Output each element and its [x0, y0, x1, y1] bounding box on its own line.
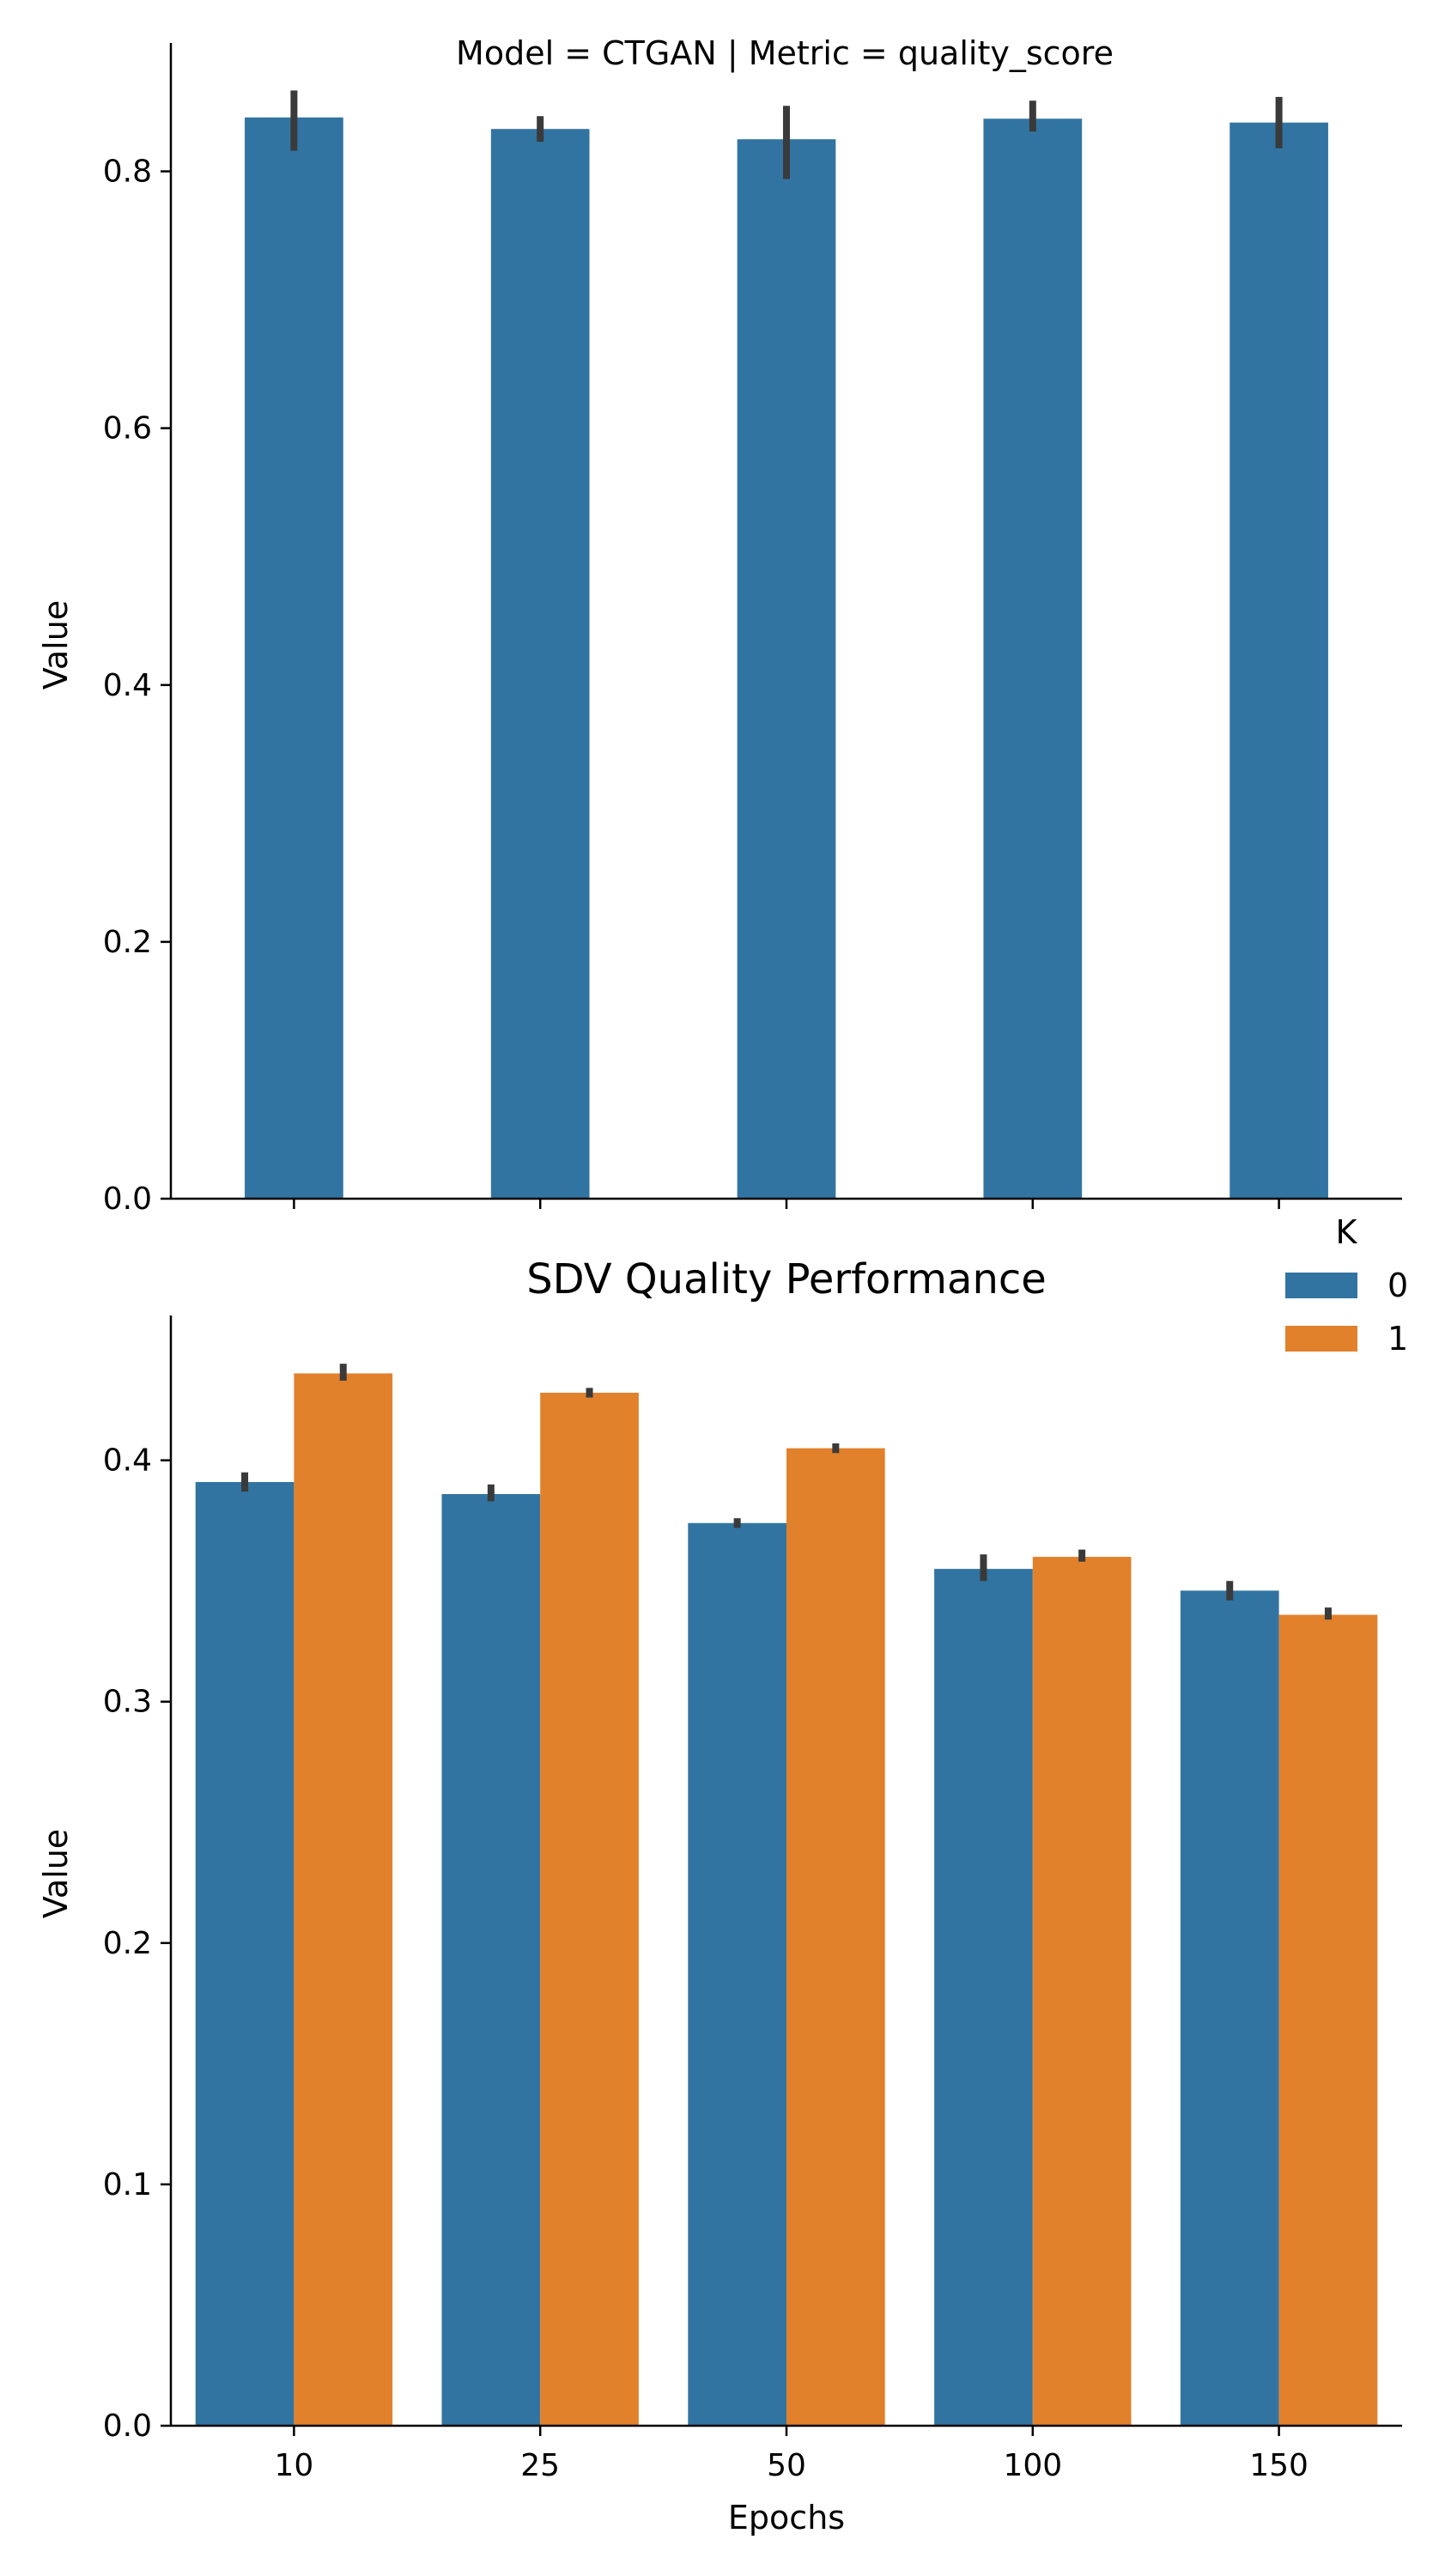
panel-1: Model = CTGAN | Metric = quality_score V… — [37, 34, 1402, 1217]
bar-series-0-25 — [441, 1494, 541, 2426]
y-tick-label: 0.4 — [103, 1443, 152, 1479]
bar-series-1-100 — [1032, 1557, 1132, 2426]
y-tick-label: 0.0 — [103, 2409, 152, 2444]
bar-series-0-150 — [1230, 122, 1328, 1199]
bar-series-1-150 — [1278, 1614, 1378, 2426]
panel-2-x-ticks: 10 25 50 100 150 — [274, 2426, 1308, 2483]
bar-series-0-50 — [688, 1522, 786, 2426]
legend-label-1: 1 — [1387, 1320, 1408, 1358]
bar-series-1-25 — [540, 1392, 639, 2426]
y-tick-label: 0.6 — [103, 411, 152, 447]
y-tick-label: 0.2 — [103, 925, 152, 960]
panel-1-y-axis-label: Value — [37, 600, 75, 690]
bar-series-0-150 — [1180, 1590, 1279, 2426]
legend: K 0 1 — [1285, 1213, 1408, 1358]
legend-swatch-0 — [1285, 1273, 1357, 1298]
panel-2-y-axis-label: Value — [37, 1829, 75, 1918]
x-tick-label: 25 — [520, 2448, 560, 2483]
panel-1-title: Model = CTGAN | Metric = quality_score — [456, 34, 1114, 73]
panel-2-title: SDV Quality Performance — [526, 1255, 1047, 1303]
panel-2-error-bars — [241, 1364, 1332, 1620]
y-tick-label: 0.3 — [103, 1685, 152, 1720]
bar-series-0-10 — [245, 117, 343, 1200]
bar-series-0-25 — [490, 129, 590, 1199]
bar-series-0-50 — [737, 139, 836, 1200]
x-tick-label: 150 — [1249, 2448, 1308, 2483]
y-tick-label: 0.4 — [103, 668, 152, 703]
bar-series-0-100 — [983, 118, 1083, 1199]
panel-1-bars — [245, 117, 1328, 1200]
legend-title: K — [1336, 1213, 1358, 1251]
y-tick-label: 0.0 — [103, 1182, 152, 1217]
panel-2: SDV Quality Performance Value Epochs 0.0… — [37, 1213, 1408, 2537]
bar-series-1-10 — [294, 1373, 393, 2426]
y-tick-label: 0.1 — [103, 2167, 152, 2202]
panel-2-x-axis-label: Epochs — [728, 2499, 845, 2537]
y-tick-label: 0.8 — [103, 155, 152, 190]
bar-series-1-50 — [786, 1448, 885, 2426]
x-tick-label: 50 — [767, 2448, 806, 2483]
panel-1-error-bars — [290, 90, 1283, 179]
bar-series-0-10 — [195, 1481, 294, 2426]
panel-2-bars — [195, 1373, 1378, 2426]
panel-2-y-ticks: 0.0 0.1 0.2 0.3 0.4 — [103, 1443, 171, 2444]
legend-label-0: 0 — [1387, 1267, 1408, 1304]
panel-1-y-ticks: 0.0 0.2 0.4 0.6 0.8 — [103, 155, 171, 1217]
x-tick-label: 100 — [1003, 2448, 1062, 2483]
panel-1-x-ticks — [293, 1199, 1280, 1209]
x-tick-label: 10 — [274, 2448, 313, 2483]
legend-swatch-1 — [1285, 1326, 1357, 1352]
bar-series-0-100 — [934, 1569, 1033, 2426]
y-tick-label: 0.2 — [103, 1926, 152, 1961]
